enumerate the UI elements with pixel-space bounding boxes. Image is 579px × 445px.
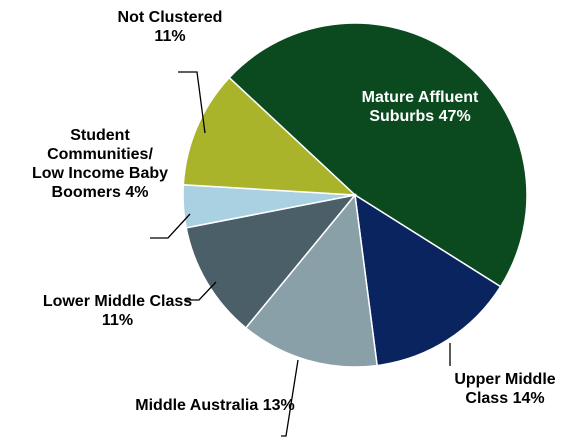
slice-label: Student Communities/ Low Income Baby Boo… (30, 126, 170, 202)
value-label: 13% (262, 397, 295, 414)
value-label: 4% (125, 184, 149, 201)
leader-line (186, 281, 217, 301)
pie-slice (185, 193, 357, 329)
category-name: Lower Middle Class (42, 293, 193, 310)
category-name: Not Clustered (117, 9, 223, 26)
slice-label: Lower Middle Class 11% (40, 292, 195, 330)
slice-label: Not Clustered 11% (110, 8, 230, 46)
category-name: Middle Australia (135, 397, 259, 414)
leader-line (281, 359, 299, 437)
category-name: Student Communities/ Low Income Baby Boo… (31, 127, 169, 201)
leader-line (150, 213, 191, 239)
pie-slice (244, 193, 378, 368)
category-name: Upper Middle Class (454, 371, 556, 407)
leader-line (178, 71, 206, 134)
value-label: 11% (154, 28, 186, 45)
pie-slice (228, 22, 528, 288)
pie-slice (354, 193, 502, 367)
pie-slice (182, 76, 358, 196)
slice-label: Mature Affluent Suburbs 47% (345, 88, 495, 126)
category-name: Mature Affluent Suburbs (361, 89, 479, 125)
value-label: 11% (101, 312, 134, 329)
value-label: 14% (512, 390, 545, 407)
value-label: 47% (438, 108, 471, 125)
slice-label: Upper Middle Class 14% (435, 370, 575, 408)
slice-label: Middle Australia 13% (130, 396, 300, 415)
